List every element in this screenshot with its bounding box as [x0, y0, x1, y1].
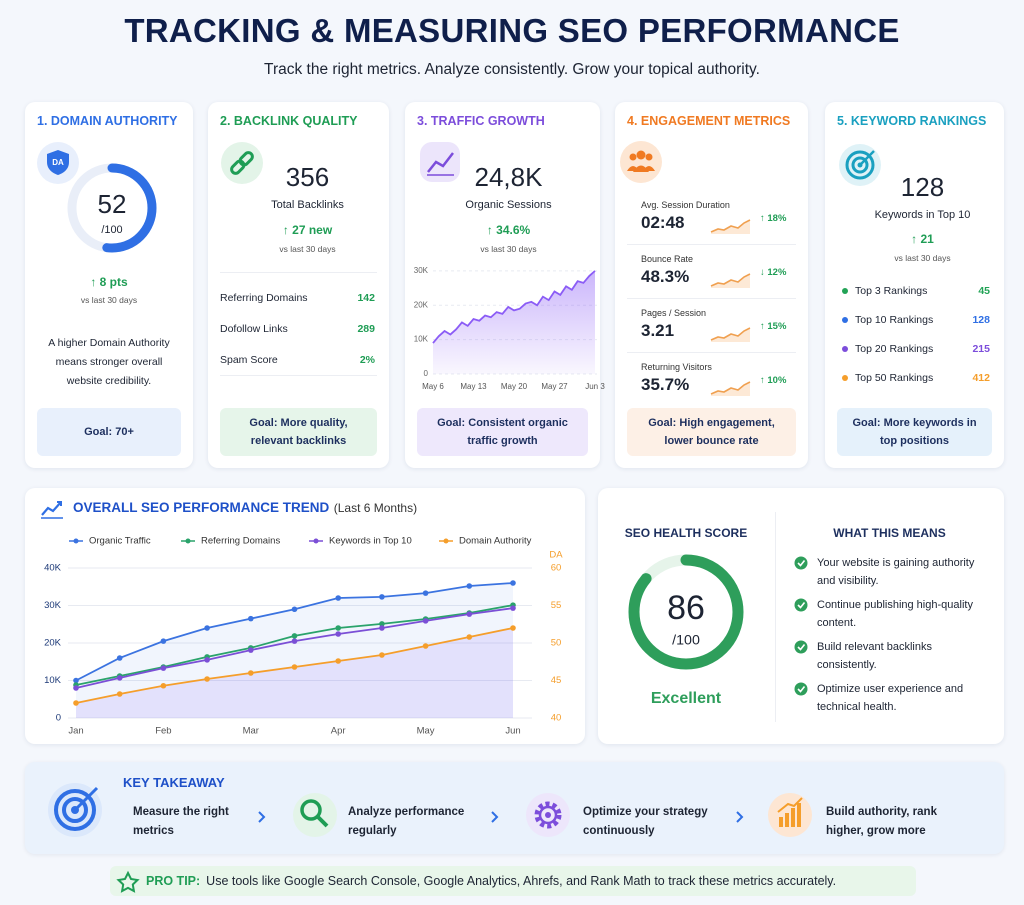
goal: Goal: Consistent organic traffic growth — [417, 408, 588, 456]
row-label: Dofollow Links — [220, 323, 288, 335]
row: Spam Score 2% — [220, 353, 375, 367]
meaning: Optimize user experience and technical h… — [817, 683, 964, 713]
meaning: Build relevant backlinks consistently. — [817, 641, 932, 671]
divider — [775, 512, 776, 722]
card-title: 4. ENGAGEMENT METRICS — [627, 114, 791, 128]
change: ↑ 21 — [911, 232, 934, 246]
takeaway-step: Measure the right metrics — [133, 806, 229, 837]
chart-title: OVERALL SEO PERFORMANCE TREND — [73, 500, 330, 515]
trend-panel — [25, 488, 585, 744]
change: ↑ 27 new — [282, 223, 333, 237]
separator — [220, 375, 377, 376]
row: Top 3 Rankings 45 — [855, 284, 990, 298]
card-title: 3. TRAFFIC GROWTH — [417, 114, 545, 128]
description: A higher Domain Authority means stronger… — [48, 337, 170, 387]
row-value: 142 — [357, 292, 375, 304]
change-note: vs last 30 days — [480, 244, 537, 254]
pro-tip-text: Use tools like Google Search Console, Go… — [206, 874, 837, 888]
goal: Goal: 70+ — [37, 408, 181, 456]
metric-change: ↑ 18% — [760, 213, 787, 224]
pro-tip-label: PRO TIP: — [146, 874, 201, 888]
card-title: 5. KEYWORD RANKINGS — [837, 114, 987, 128]
health-rating: Excellent — [650, 690, 722, 707]
metric-label: Returning Visitors — [641, 362, 712, 372]
separator — [627, 352, 796, 353]
health-title: SEO HEALTH SCORE — [624, 526, 748, 540]
bullet — [842, 375, 848, 381]
row-value: 215 — [972, 343, 990, 355]
bullet — [842, 346, 848, 352]
page-title: TRACKING & MEASURING SEO PERFORMANCE — [124, 12, 900, 49]
goal: Goal: High engagement, lower bounce rate — [627, 408, 796, 456]
row-value: 412 — [972, 372, 990, 384]
trend-heading: OVERALL SEO PERFORMANCE TREND (Last 6 Mo… — [73, 499, 417, 517]
card: 4. ENGAGEMENT METRICS Avg. Session Durat… — [615, 102, 808, 468]
separator — [220, 272, 377, 273]
row-value: 289 — [357, 323, 375, 335]
takeaway-title: KEY TAKEAWAY — [123, 775, 225, 790]
takeaway-step: Optimize your strategy continuously — [583, 806, 708, 837]
page-subtitle: Track the right metrics. Analyze consist… — [264, 61, 760, 78]
bullet — [842, 317, 848, 323]
meaning: Your website is gaining authority and vi… — [817, 557, 975, 587]
row-label: Top 10 Rankings — [855, 314, 934, 326]
card: 5. KEYWORD RANKINGS 128 Keywords in Top … — [825, 102, 1004, 468]
metric-label: Bounce Rate — [641, 254, 694, 264]
metric-change: ↑ 10% — [760, 375, 787, 386]
row: Dofollow Links 289 — [220, 322, 375, 336]
metric-value: 35.7% — [641, 375, 690, 394]
separator — [627, 244, 796, 245]
change: ↑ 8 pts — [90, 275, 128, 289]
metric-label: Pages / Session — [641, 308, 707, 318]
goal: Goal: More keywords in top positions — [837, 408, 992, 456]
row-label: Top 20 Rankings — [855, 343, 934, 355]
bullet — [842, 288, 848, 294]
card-title: 2. BACKLINK QUALITY — [220, 114, 358, 128]
takeaway-panel — [25, 762, 1004, 854]
row-label: Top 3 Rankings — [855, 285, 928, 297]
row-value: 2% — [359, 354, 375, 366]
row-label: Top 50 Rankings — [855, 372, 934, 384]
row-value: 45 — [978, 285, 990, 297]
metric-value: 48.3% — [641, 267, 690, 286]
row: Top 20 Rankings 215 — [855, 342, 990, 356]
takeaway-step: Analyze performance regularly — [348, 806, 465, 837]
card-title: 1. DOMAIN AUTHORITY — [37, 114, 178, 128]
change-note: vs last 30 days — [894, 253, 951, 263]
chart-subtitle: (Last 6 Months) — [333, 501, 418, 515]
row-label: Spam Score — [220, 354, 278, 366]
metric-change: ↓ 12% — [760, 267, 787, 278]
metric-change: ↑ 15% — [760, 321, 787, 332]
row: Top 10 Rankings 128 — [855, 313, 990, 327]
meaning-title: WHAT THIS MEANS — [833, 526, 946, 540]
big-value: 24,8K — [474, 162, 543, 192]
separator — [627, 298, 796, 299]
card: 1. DOMAIN AUTHORITY ↑ 8 pts vs last 30 d… — [25, 102, 193, 468]
goal: Goal: More quality, relevant backlinks — [220, 408, 377, 456]
metric-value: 02:48 — [641, 213, 685, 232]
value-label: Organic Sessions — [465, 199, 552, 211]
metric-label: Avg. Session Duration — [641, 200, 730, 210]
takeaway-step: Build authority, rank higher, grow more — [826, 806, 937, 837]
card: 3. TRAFFIC GROWTH 24,8K Organic Sessions… — [405, 102, 600, 468]
change-note: vs last 30 days — [80, 295, 138, 305]
change: ↑ 34.6% — [486, 223, 531, 237]
row-value: 128 — [972, 314, 990, 326]
meaning: Continue publishing high-quality content… — [817, 599, 973, 629]
big-value: 356 — [285, 162, 330, 192]
value-label: Keywords in Top 10 — [874, 209, 971, 221]
row-label: Referring Domains — [220, 292, 308, 304]
value-label: Total Backlinks — [271, 199, 344, 211]
pro-tip: PRO TIP: Use tools like Google Search Con… — [110, 866, 916, 896]
change-note: vs last 30 days — [279, 244, 336, 254]
row: Top 50 Rankings 412 — [855, 371, 990, 385]
big-value: 128 — [900, 172, 945, 202]
row: Referring Domains 142 — [220, 291, 375, 305]
card: 2. BACKLINK QUALITY 356 Total Backlinks … — [208, 102, 389, 468]
metric-value: 3.21 — [641, 321, 675, 340]
